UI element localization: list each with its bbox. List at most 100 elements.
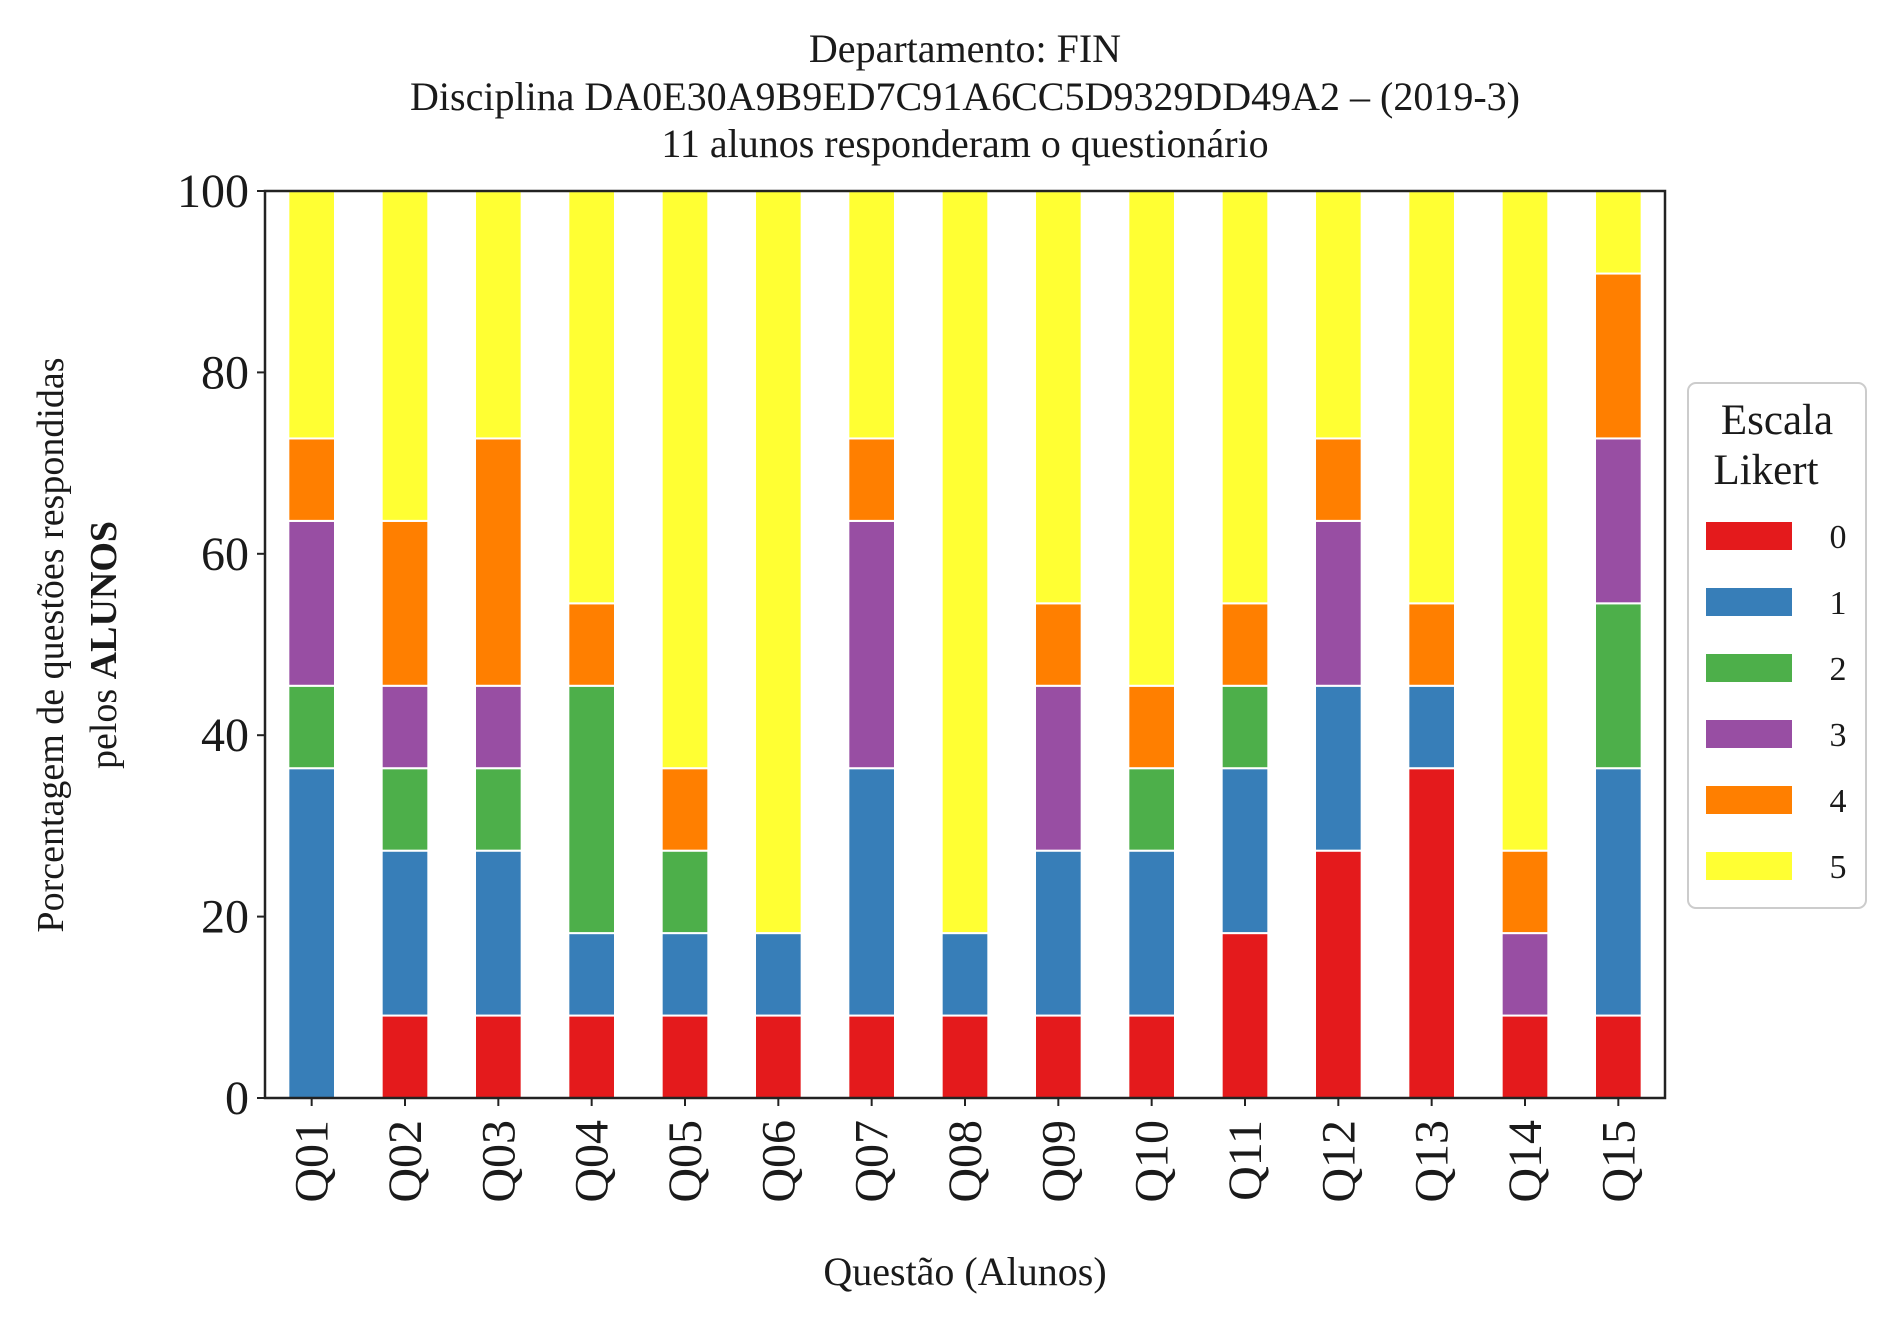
legend-swatch-4 (1706, 786, 1792, 814)
bar-segment-q05-level-5 (660, 190, 710, 770)
plot-frame (263, 189, 1667, 1100)
bar-segment-q11-level-5 (1220, 190, 1270, 605)
legend-frame (1687, 382, 1867, 909)
y-axis-label-line-2: pelos ALUNOS (83, 521, 125, 769)
bar-segment-q01-level-4 (287, 437, 337, 522)
legend-swatch-2 (1706, 654, 1792, 682)
x-tick-label-q05: Q05 (659, 1120, 712, 1203)
y-axis-ticks: 0 20 40 60 80 100 (177, 165, 265, 1125)
x-tick-label-q04: Q04 (566, 1120, 619, 1203)
x-tick-label-q12: Q12 (1312, 1120, 1365, 1203)
legend-label-3: 3 (1830, 717, 1847, 754)
y-axis-label-prefix: pelos (83, 679, 125, 769)
bar-segment-q03-level-4 (474, 437, 523, 687)
y-tick-label-0: 0 (225, 1072, 249, 1125)
bar-segment-q15-level-2 (1594, 602, 1643, 770)
bar-segment-q13-level-1 (1407, 684, 1457, 770)
y-axis-label-line-1: Porcentagem de questões respondidas (30, 357, 72, 932)
legend-label-1: 1 (1830, 585, 1847, 622)
bar-segment-q07-level-5 (847, 190, 896, 440)
bar-segment-q09-level-4 (1034, 602, 1083, 687)
bar-segment-q07-level-3 (847, 519, 896, 770)
x-tick-label-q07: Q07 (846, 1120, 899, 1203)
x-tick-label-q10: Q10 (1126, 1120, 1179, 1203)
chart-title: Departamento: FIN Disciplina DA0E30A9B9E… (410, 26, 1520, 166)
bar-segment-q09-level-3 (1034, 684, 1083, 852)
bar-segment-q01-level-1 (287, 767, 337, 1099)
bar-segment-q09-level-5 (1034, 190, 1083, 605)
bar-segment-q04-level-1 (567, 932, 616, 1017)
bar-segment-q03-level-3 (474, 684, 523, 770)
bar-segment-q01-level-2 (287, 684, 337, 770)
y-tick-label-80: 80 (201, 346, 249, 399)
bar-segment-q07-level-4 (847, 437, 896, 522)
bar-segment-q04-level-2 (567, 684, 616, 935)
bar-segment-q09-level-1 (1034, 849, 1083, 1017)
bar-segment-q13-level-4 (1407, 602, 1457, 687)
bar-segment-q11-level-4 (1220, 602, 1270, 687)
bar-segment-q15-level-5 (1594, 190, 1643, 275)
bar-segment-q11-level-0 (1220, 932, 1270, 1100)
bar-segment-q08-level-0 (940, 1014, 990, 1100)
bar-segment-q15-level-1 (1594, 767, 1643, 1017)
x-tick-label-q01: Q01 (286, 1120, 339, 1203)
legend-label-4: 4 (1830, 783, 1847, 820)
legend-title-line-2: Likert (1713, 447, 1818, 494)
x-tick-label-q14: Q14 (1499, 1120, 1552, 1203)
bar-segment-q02-level-5 (380, 190, 430, 522)
bar-segment-q10-level-5 (1127, 190, 1177, 687)
x-tick-label-q02: Q02 (379, 1120, 432, 1203)
bar-segment-q10-level-1 (1127, 849, 1177, 1017)
legend-label-0: 0 (1830, 519, 1847, 556)
legend-swatch-1 (1706, 588, 1792, 616)
bar-segment-q06-level-1 (754, 932, 803, 1017)
legend-label-5: 5 (1830, 849, 1847, 886)
x-tick-label-q08: Q08 (939, 1120, 992, 1203)
x-tick-label-q15: Q15 (1592, 1120, 1645, 1203)
x-tick-label-q13: Q13 (1406, 1120, 1459, 1203)
x-tick-label-q03: Q03 (472, 1120, 525, 1203)
bar-segment-q05-level-1 (660, 932, 710, 1017)
legend-items: 0 1 2 3 4 5 (1706, 519, 1847, 886)
bar-segment-q07-level-1 (847, 767, 896, 1017)
bar-segment-q08-level-5 (940, 190, 990, 935)
bar-segment-q12-level-4 (1314, 437, 1363, 522)
bar-segment-q05-level-0 (660, 1014, 710, 1100)
bar-segment-q02-level-0 (380, 1014, 430, 1100)
y-tick-label-20: 20 (201, 891, 249, 944)
bar-segment-q05-level-2 (660, 849, 710, 935)
bar-segment-q14-level-5 (1500, 190, 1550, 852)
y-tick-label-60: 60 (201, 528, 249, 581)
bar-segment-q07-level-0 (847, 1014, 896, 1100)
bar-segment-q10-level-4 (1127, 684, 1177, 770)
legend-swatch-0 (1706, 522, 1792, 550)
bar-segment-q03-level-2 (474, 767, 523, 852)
bar-segment-q02-level-3 (380, 684, 430, 770)
bar-segment-q06-level-5 (754, 190, 803, 935)
legend-swatch-3 (1706, 720, 1792, 748)
bar-segment-q11-level-2 (1220, 684, 1270, 770)
bar-segment-q09-level-0 (1034, 1014, 1083, 1100)
y-axis-label-bold: ALUNOS (83, 521, 125, 679)
bar-segment-q12-level-5 (1314, 190, 1363, 440)
bar-segment-q03-level-0 (474, 1014, 523, 1100)
bar-segment-q06-level-0 (754, 1014, 803, 1100)
bar-segment-q01-level-3 (287, 519, 337, 687)
bars-layer (287, 190, 1643, 1100)
bar-segment-q12-level-0 (1314, 849, 1363, 1099)
bar-segment-q10-level-0 (1127, 1014, 1177, 1100)
title-line-2: Disciplina DA0E30A9B9ED7C91A6CC5D9329DD4… (410, 74, 1520, 119)
bar-segment-q12-level-3 (1314, 519, 1363, 687)
bar-segment-q02-level-2 (380, 767, 430, 852)
x-tick-label-q09: Q09 (1032, 1120, 1085, 1203)
bar-segment-q15-level-0 (1594, 1014, 1643, 1100)
x-axis-ticks: Q01 Q02 Q03 Q04 Q05 Q06 Q07 Q08 Q09 Q10 Q11 Q12 Q13 Q… (286, 1098, 1645, 1203)
bar-segment-q14-level-0 (1500, 1014, 1550, 1100)
bar-segment-q03-level-1 (474, 849, 523, 1017)
title-line-3: 11 alunos responderam o questionário (661, 121, 1268, 166)
title-line-1: Departamento: FIN (809, 26, 1121, 71)
bar-segment-q13-level-0 (1407, 767, 1457, 1099)
x-axis-label: Questão (Alunos) (823, 1249, 1106, 1294)
legend-swatch-5 (1706, 852, 1792, 880)
